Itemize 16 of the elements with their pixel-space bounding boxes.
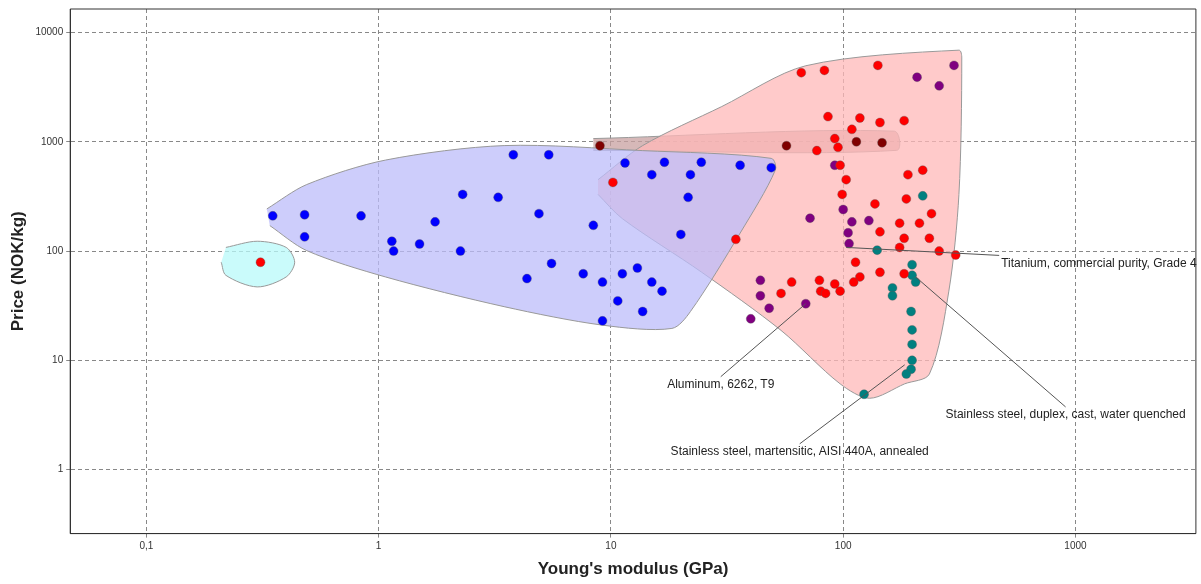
annotation: Stainless steel, martensitic, AISI 440A, annealed <box>670 444 929 459</box>
annotation: Titanium, commercial purity, Grade 4 <box>1001 255 1197 270</box>
y-tick-label: 1000 <box>40 135 64 147</box>
y-tick-label: 1 <box>57 463 64 475</box>
annotation: Stainless steel, duplex, cast, water quenched <box>945 407 1186 422</box>
y-axis-title: Price (NOK/kg) <box>7 211 27 332</box>
annotation: Aluminum, 6262, T9 <box>667 377 775 392</box>
x-tick-label: 100 <box>834 540 852 552</box>
x-tick-label: 10 <box>605 540 617 552</box>
x-axis-title: Young's modulus (GPa) <box>537 559 729 579</box>
x-tick-label: 1 <box>375 540 382 552</box>
y-tick-label: 10000 <box>35 26 64 38</box>
x-tick-label: 0,1 <box>139 540 154 552</box>
x-tick-label: 1000 <box>1064 540 1088 552</box>
y-tick-label: 100 <box>46 244 64 256</box>
y-tick-label: 10 <box>52 354 64 366</box>
